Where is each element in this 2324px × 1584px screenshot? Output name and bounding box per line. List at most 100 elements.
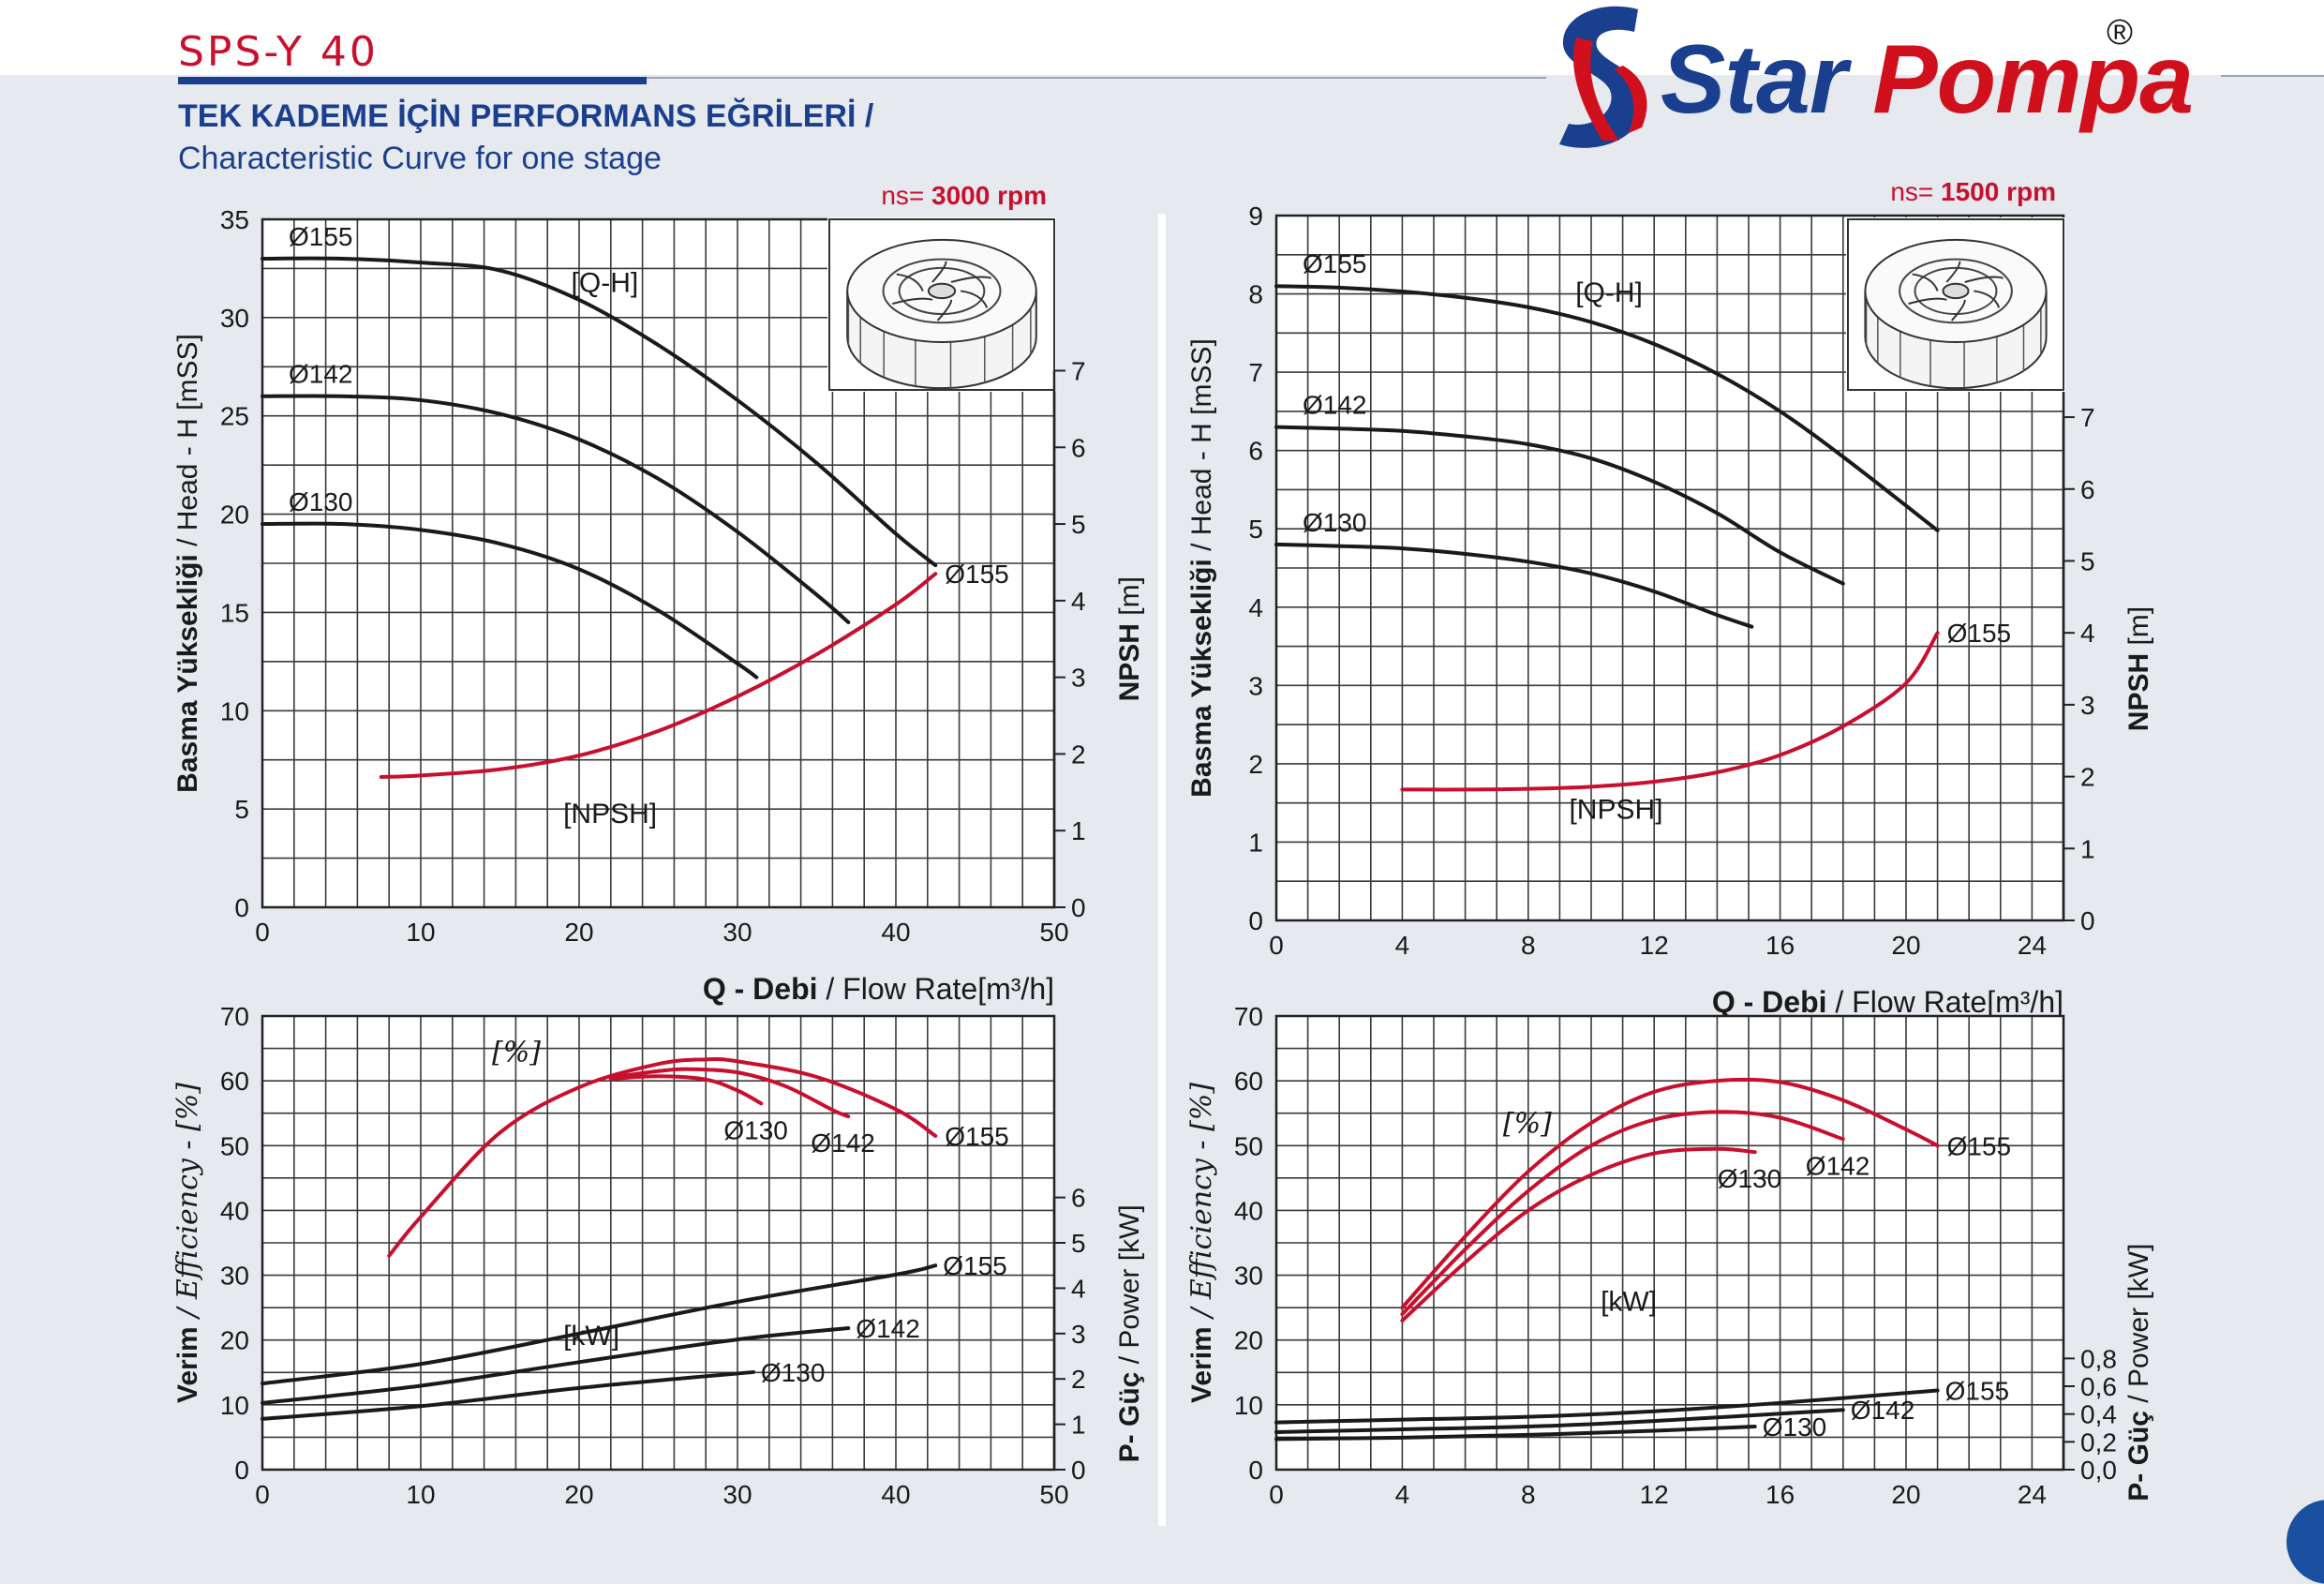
y-tick-label: 70 [1234, 1002, 1263, 1031]
y-tick-label: 30 [220, 1262, 249, 1291]
impeller-vane [1912, 273, 1939, 291]
y-tick-label: 5 [234, 795, 249, 824]
y2-tick-label: 6 [1071, 433, 1086, 462]
series-d155-line [1274, 284, 1940, 532]
y2-tick-label: 0 [1071, 1456, 1086, 1485]
y-tick-label: 35 [220, 205, 249, 234]
series-d130-efficiency-line [608, 1074, 764, 1106]
y-tick-label: 2 [1248, 750, 1263, 779]
y-tick-label: 5 [1248, 515, 1263, 544]
y-tick-label: 30 [220, 304, 249, 333]
x-tick-label: 16 [1765, 931, 1795, 960]
page-title-turkish: TEK KADEME İÇİN PERFORMANS EĞRİLERİ / [178, 98, 874, 134]
curve-type-label: [%] [492, 1036, 541, 1068]
x-tick-label: 24 [2018, 1480, 2047, 1509]
series-d155-secondary-label: Ø155 [1945, 1376, 2010, 1405]
y2-tick-label: 0,4 [2080, 1400, 2117, 1429]
y2-tick-label: 7 [1071, 356, 1086, 385]
y-tick-label: 8 [1248, 280, 1263, 309]
y2-axis-title-bold: NPSH [2123, 653, 2154, 731]
series-d130-efficiency-label: Ø130 [723, 1115, 788, 1144]
series-d155-line [261, 256, 938, 568]
x-tick-label: 40 [881, 1480, 910, 1509]
impeller-vane [1945, 261, 1961, 283]
x-tick-label: 50 [1039, 918, 1068, 947]
x-tick-label: 20 [564, 918, 593, 947]
series-d130-label: Ø130 [1303, 508, 1367, 537]
series-d130-secondary-label: Ø130 [1763, 1412, 1827, 1442]
y2-tick-label: 1 [1071, 816, 1086, 845]
speed-label-prefix: ns= [881, 181, 931, 210]
impeller-image [828, 218, 1055, 391]
x-axis-title: Q - Debi / Flow Rate[m³/h] [703, 972, 1054, 1006]
y-tick-label: 10 [220, 1391, 249, 1420]
y-tick-label: 40 [1234, 1196, 1263, 1225]
x-tick-label: 50 [1039, 1480, 1068, 1509]
y2-tick-label: 0,2 [2080, 1427, 2117, 1457]
series-d142-line [261, 394, 851, 624]
y-tick-label: 7 [1248, 358, 1263, 387]
impeller-hub [1942, 282, 1970, 300]
x-axis-title-rest: / Flow Rate[m³/h] [1827, 985, 2064, 1019]
header-rule [647, 77, 1546, 79]
brand-pompa: Pompa [1872, 25, 2194, 134]
y2-axis-title-rest: [m] [1114, 576, 1145, 623]
impeller-vane [1950, 299, 1966, 321]
y-axis-title-bold: Verim [1186, 1326, 1217, 1403]
y-tick-label: 10 [220, 696, 249, 725]
series-d142-secondary-label: Ø142 [856, 1314, 920, 1343]
x-tick-label: 8 [1521, 1480, 1536, 1509]
panel-divider [1158, 214, 1166, 1526]
x-axis-title-rest: / Flow Rate[m³/h] [818, 972, 1055, 1006]
y2-axis-title-bold: NPSH [1114, 623, 1145, 701]
x-tick-label: 12 [1640, 1480, 1669, 1509]
y-axis-title-bold: Basma Yüksekliği [1186, 559, 1217, 798]
curve-type-label: [%] [1503, 1107, 1552, 1140]
y2-tick-label: 2 [1071, 740, 1086, 769]
x-tick-label: 30 [723, 918, 752, 947]
series-d142-efficiency-line [1400, 1110, 1845, 1317]
y2-axis-title-bold: P- Güç [1114, 1372, 1145, 1463]
y-axis-title-rest: / Head - H [mSS] [172, 334, 203, 554]
y2-axis-title-rest: / Power [kW] [1114, 1204, 1145, 1371]
series-d142-efficiency-line [608, 1067, 851, 1119]
y2-tick-label: 3 [1071, 1320, 1086, 1349]
impeller-vane [950, 276, 991, 283]
y2-axis-title: NPSH [m] [1114, 576, 1145, 701]
y-tick-label: 15 [220, 598, 249, 627]
x-axis-title-bold: Q - Debi [703, 972, 818, 1006]
x-tick-label: 8 [1521, 931, 1536, 960]
x-tick-label: 30 [723, 1480, 752, 1509]
x-tick-label: 12 [1640, 931, 1669, 960]
brand-star: Star [1661, 25, 1873, 134]
series-d130-efficiency-line [1400, 1146, 1757, 1322]
series-d155-label: Ø155 [289, 222, 353, 251]
y-tick-label: 10 [1234, 1391, 1263, 1420]
y2-tick-label: 1 [2080, 834, 2095, 863]
header-rule-right [2221, 75, 2324, 77]
series-d155-secondary-line [1274, 1388, 1940, 1425]
y2-tick-label: 4 [1071, 1274, 1086, 1303]
y-tick-label: 3 [1248, 671, 1263, 700]
impeller-vane [1964, 276, 2004, 283]
y-tick-label: 30 [1234, 1262, 1263, 1291]
curve-type-label: [NPSH] [563, 799, 657, 829]
impeller-vane [931, 261, 947, 283]
y-tick-label: 20 [1234, 1326, 1263, 1355]
y-axis-title: Basma Yüksekliği / Head - H [mSS] [1186, 338, 1217, 798]
impeller-vane [1974, 290, 2001, 308]
series-d142-line [1274, 425, 1845, 586]
series-d155-secondary-label: Ø155 [1947, 619, 2012, 648]
y-tick-label: 0 [1248, 906, 1263, 935]
y2-tick-label: 5 [2080, 546, 2095, 575]
y-axis-title-rest: / Head - H [mSS] [1186, 338, 1217, 559]
curve-type-label: [NPSH] [1569, 794, 1662, 825]
series-d142-label: Ø142 [289, 360, 353, 389]
y-axis-title-bold: Verim [172, 1326, 203, 1403]
x-axis-title-bold: Q - Debi [1712, 985, 1827, 1019]
x-tick-label: 4 [1395, 931, 1410, 960]
chart-eff_power_1500: 0 4 8 12 16 20 24 0 10 20 30 40 50 60 70 0,00,20,40,60,… [1185, 1002, 2154, 1509]
y2-tick-label: 3 [2080, 691, 2095, 720]
y-axis-title: Basma Yüksekliği / Head - H [mSS] [172, 334, 203, 793]
